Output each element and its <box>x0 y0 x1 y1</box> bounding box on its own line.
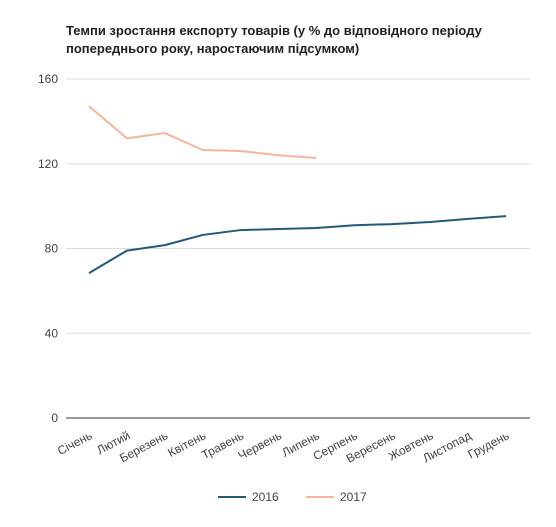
legend-label: 2017 <box>340 490 367 504</box>
x-tick-label: Червень <box>236 428 284 462</box>
y-tick-label: 80 <box>45 242 59 256</box>
line <box>88 215 507 274</box>
y-tick-label: 40 <box>45 326 59 340</box>
y-tick-label: 160 <box>38 72 58 86</box>
x-tick-label: Грудень <box>466 428 512 461</box>
chart-title: Темпи зростання експорту товарів (у % до… <box>66 23 482 56</box>
y-tick-label: 0 <box>51 411 58 425</box>
x-tick-label: Січень <box>55 428 94 458</box>
legend-label: 2016 <box>252 490 279 504</box>
y-tick-label: 120 <box>38 157 58 171</box>
line <box>88 105 317 160</box>
